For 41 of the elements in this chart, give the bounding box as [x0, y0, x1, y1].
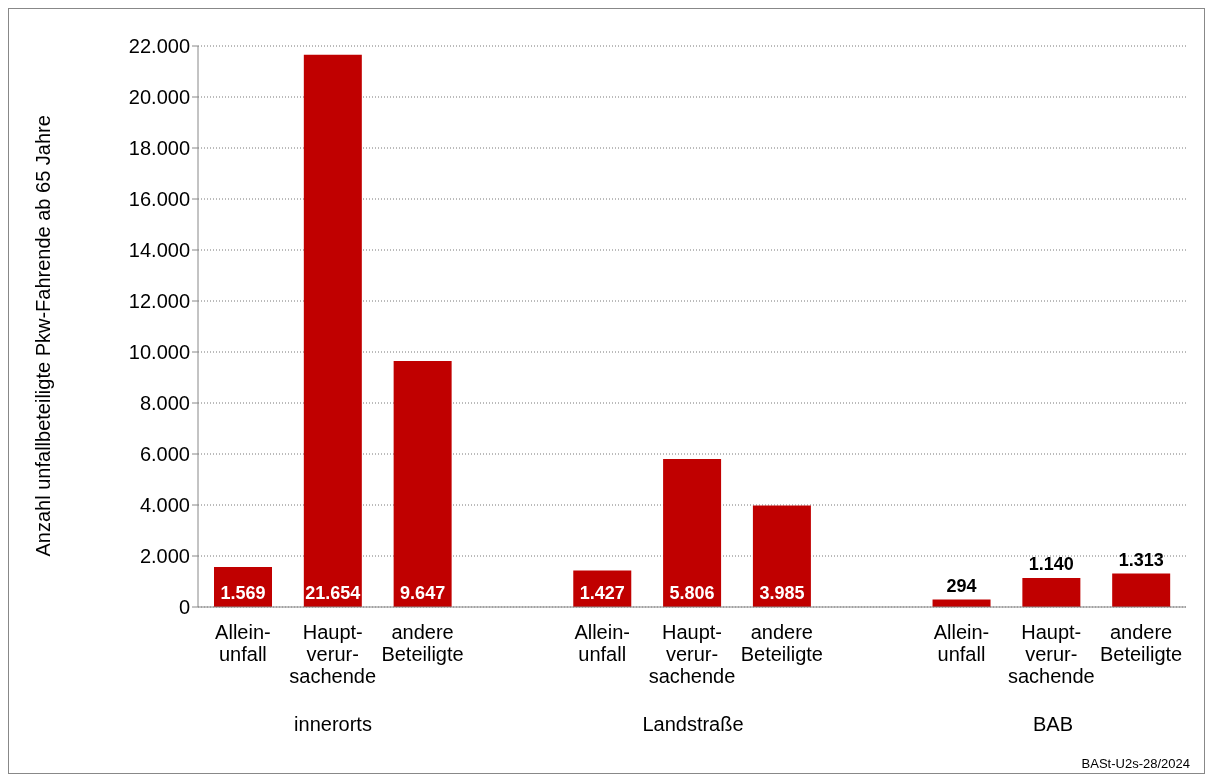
- data-label: 1.140: [1028, 553, 1074, 574]
- y-tick-label: 2.000: [139, 545, 190, 568]
- data-label: 5.806: [669, 583, 715, 603]
- x-tick-label: Allein- unfall: [574, 621, 630, 665]
- x-tick-label: Allein- unfall: [933, 621, 990, 665]
- bar: [663, 458, 722, 607]
- text: BAB: [1032, 713, 1074, 736]
- x-tick-label: Haupt- verur- sachende: [1007, 621, 1095, 687]
- data-label: 21.654: [305, 583, 361, 603]
- y-tick-label: 16.000: [128, 188, 190, 211]
- data-label: 1.427: [579, 583, 625, 603]
- bar: [393, 361, 452, 607]
- y-tick-label: 6.000: [139, 443, 190, 466]
- y-axis-title: Anzahl unfallbeteiligte Pkw-Fahrende ab 65 Jahre: [32, 115, 55, 557]
- y-tick-label: 8.000: [139, 392, 190, 415]
- y-tick-label: 10.000: [128, 341, 190, 364]
- x-tick-label: andere Beteiligte: [1099, 621, 1183, 665]
- text: Landstraße: [641, 713, 745, 736]
- x-tick-label: andere Beteiligte: [381, 621, 464, 665]
- data-label: 294: [946, 575, 977, 596]
- y-tick-label: 4.000: [139, 494, 190, 517]
- x-tick-label: Allein- unfall: [215, 621, 271, 665]
- y-tick-label: 22.000: [128, 35, 190, 58]
- y-tick-label: 20.000: [128, 86, 190, 109]
- y-tick-label: 14.000: [128, 239, 190, 262]
- data-label: 3.985: [759, 583, 805, 603]
- bar: [1112, 573, 1171, 607]
- y-tick-label: 18.000: [128, 137, 190, 160]
- data-label: 9.647: [400, 583, 446, 603]
- x-tick-label: Haupt- verur- sachende: [289, 621, 377, 687]
- y-tick-label: 12.000: [128, 290, 190, 313]
- x-tick-label: andere Beteiligte: [740, 621, 823, 665]
- y-tick-label: 0: [178, 596, 190, 619]
- text: BASt-U2s-28/2024: [1081, 756, 1190, 771]
- data-label: 1.569: [220, 583, 266, 603]
- text: innerorts: [293, 713, 373, 736]
- bar: [303, 54, 362, 607]
- bar: [1022, 577, 1081, 607]
- data-label: 1.313: [1118, 549, 1164, 570]
- bar: [752, 505, 811, 607]
- x-tick-label: Haupt- verur- sachende: [648, 621, 736, 687]
